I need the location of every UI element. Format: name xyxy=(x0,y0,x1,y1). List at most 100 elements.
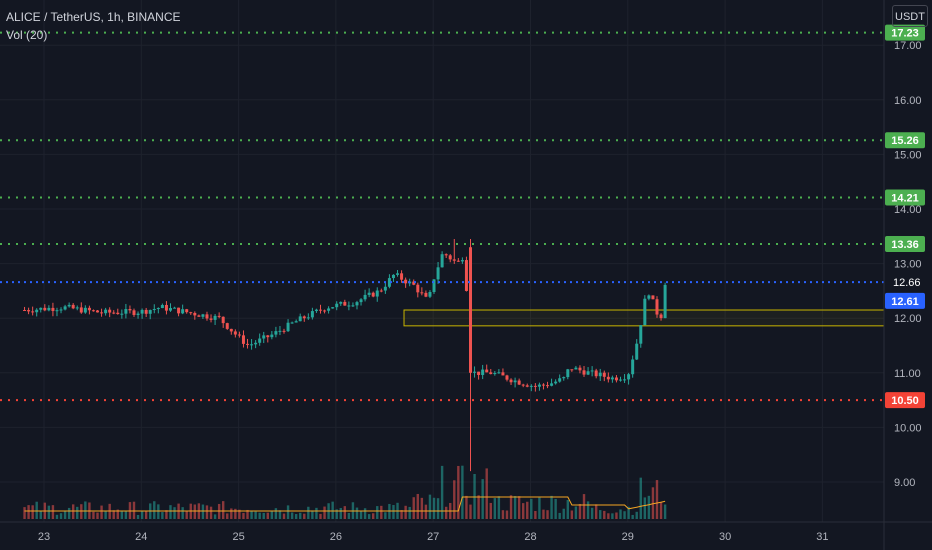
volume-bar xyxy=(140,510,144,519)
volume-bar xyxy=(161,512,164,519)
volume-bar xyxy=(307,506,310,519)
volume-bar xyxy=(299,512,302,519)
candle-body xyxy=(497,372,501,374)
volume-bar xyxy=(582,494,586,519)
candle-body xyxy=(355,302,359,306)
currency-button[interactable]: USDT xyxy=(892,5,928,27)
x-tick-label: 30 xyxy=(719,531,731,543)
candle-body xyxy=(128,309,132,311)
volume-bar xyxy=(112,510,115,519)
volume-bar xyxy=(530,498,533,519)
volume-bar xyxy=(343,506,347,519)
candle-body xyxy=(647,295,651,299)
volume-bar xyxy=(67,507,71,519)
candle-body xyxy=(225,323,229,329)
volume-bar xyxy=(416,493,419,519)
candle-body xyxy=(47,307,51,311)
volume-bar xyxy=(270,511,274,519)
volume-bar xyxy=(489,502,492,519)
candle-body xyxy=(262,335,266,339)
volume-bar xyxy=(562,508,565,519)
volume-bar xyxy=(23,507,26,519)
candle-body xyxy=(136,313,140,315)
volume-indicator-label[interactable]: Vol (20) xyxy=(6,28,48,42)
volume-bar xyxy=(384,512,387,519)
volume-bar xyxy=(623,511,626,519)
volume-bar xyxy=(453,480,456,519)
x-tick-label: 29 xyxy=(622,531,634,543)
candle-body xyxy=(432,279,436,292)
volume-bar xyxy=(367,514,371,519)
volume-bar xyxy=(639,477,642,519)
candle-body xyxy=(610,377,614,380)
candle-body xyxy=(594,370,598,377)
level-price-tag xyxy=(885,189,925,206)
volume-bar xyxy=(96,512,99,519)
candle-body xyxy=(298,316,302,322)
volume-bar xyxy=(599,510,602,519)
candle-body xyxy=(185,309,189,313)
candle-body xyxy=(339,301,343,304)
volume-bar xyxy=(428,494,432,519)
volume-bar xyxy=(611,513,614,519)
candle-body xyxy=(201,314,205,317)
candle-body xyxy=(258,338,262,343)
volume-bar xyxy=(440,465,444,519)
candle-body xyxy=(318,309,322,311)
candle-body xyxy=(229,328,233,332)
candle-body xyxy=(460,260,464,262)
candle-body xyxy=(525,385,529,387)
volume-bar xyxy=(193,504,197,519)
volume-bar xyxy=(234,508,237,519)
candle-body xyxy=(193,312,197,316)
volume-bar xyxy=(266,512,269,519)
candle-body xyxy=(177,307,181,314)
volume-bar xyxy=(335,509,338,519)
candle-body xyxy=(164,304,168,311)
volume-bar xyxy=(294,514,298,519)
volume-bar xyxy=(347,512,351,519)
volume-bar xyxy=(153,501,156,519)
volume-bar xyxy=(221,501,225,519)
candle-body xyxy=(173,307,177,309)
candle-body xyxy=(83,307,87,313)
candle-body xyxy=(424,292,428,297)
x-tick-label: 27 xyxy=(427,531,439,543)
candle-body xyxy=(327,308,331,311)
candle-body xyxy=(550,383,554,386)
volume-bar xyxy=(586,501,590,519)
volume-bar xyxy=(311,510,314,519)
y-tick-label: 11.00 xyxy=(894,368,921,380)
candle-body xyxy=(148,310,152,314)
candle-body xyxy=(359,299,363,303)
candle-body xyxy=(27,310,31,312)
level-price-tag xyxy=(885,392,925,409)
candle-body xyxy=(124,309,128,314)
candle-body xyxy=(367,292,371,295)
candle-body xyxy=(481,369,485,375)
y-tick-label: 14.00 xyxy=(894,204,922,216)
candle-body xyxy=(246,343,250,345)
candle-body xyxy=(404,279,408,284)
volume-bar xyxy=(319,513,322,519)
candle-body xyxy=(448,255,452,260)
volume-bar xyxy=(31,505,34,519)
volume-bar xyxy=(144,510,148,519)
volume-bar xyxy=(355,507,359,519)
candle-body xyxy=(375,290,379,297)
volume-bar xyxy=(286,505,290,519)
candle-body xyxy=(391,274,395,279)
candle-body xyxy=(213,315,217,320)
candle-body xyxy=(412,281,416,285)
candle-body xyxy=(537,384,541,387)
candle-body xyxy=(566,369,570,378)
level-price-tag xyxy=(885,24,925,41)
candle-body xyxy=(323,310,327,312)
candle-body xyxy=(51,307,55,311)
candle-body xyxy=(120,313,124,315)
candle-body xyxy=(108,309,112,313)
candle-body xyxy=(574,367,578,370)
volume-bar xyxy=(558,512,561,519)
volume-bar xyxy=(473,473,476,519)
